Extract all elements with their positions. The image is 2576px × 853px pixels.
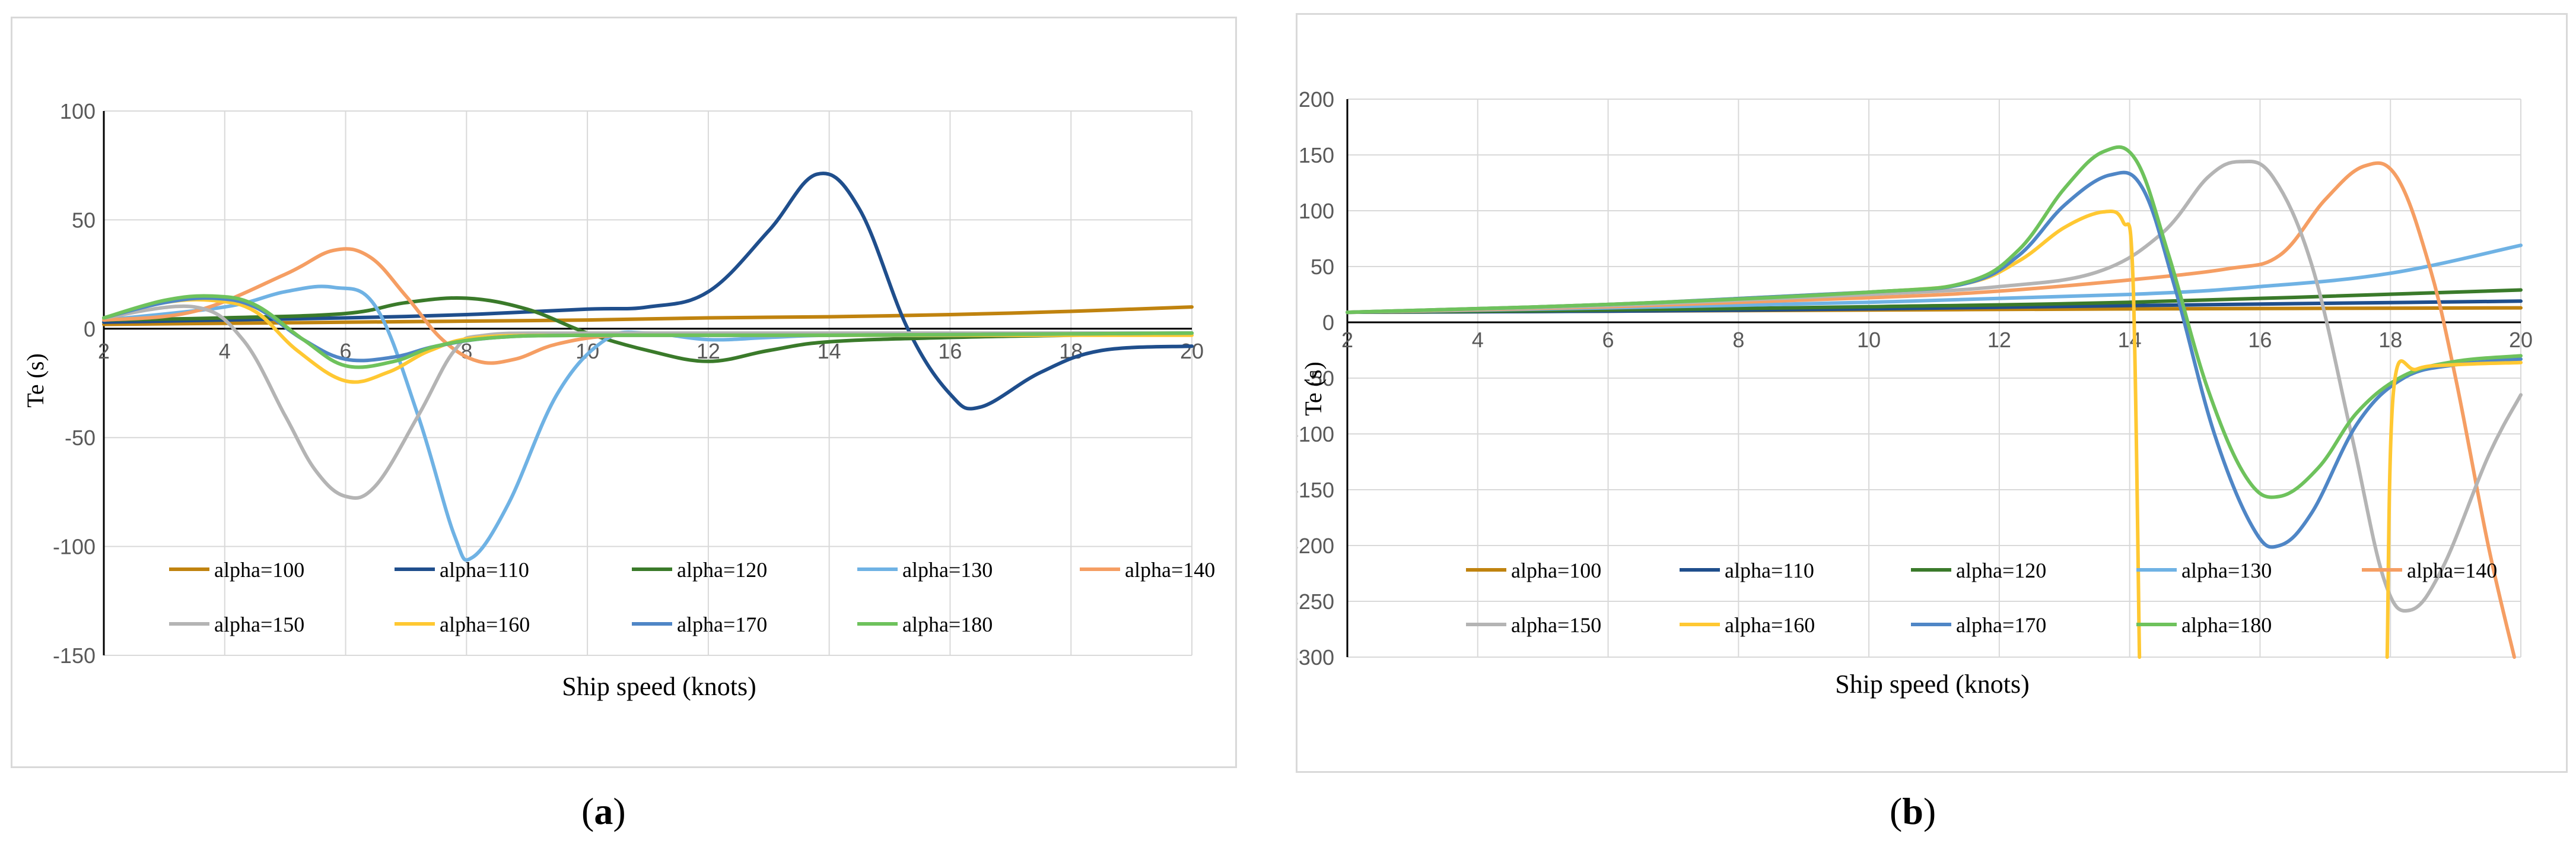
legend-item-alpha=140: alpha=140 <box>1080 558 1215 582</box>
y-tick-label: 50 <box>1311 255 1334 279</box>
y-tick-label: -150 <box>1297 478 1334 502</box>
legend-item-alpha=130: alpha=130 <box>857 558 993 582</box>
y-tick-label: 200 <box>1299 87 1334 112</box>
series-line-alpha=150 <box>102 304 1194 500</box>
series-line-alpha=110 <box>102 172 1194 411</box>
chart-panel-a: 100 50 0 -50 -100 -150 2 4 6 8 10 12 14 16 18 20 Te (s) S… <box>11 17 1237 768</box>
x-axis-title: Ship speed (knots) <box>1835 670 2030 699</box>
y-tick-label: -150 <box>53 643 96 668</box>
legend-item-alpha=110: alpha=110 <box>395 558 529 582</box>
x-tick-label: 2 <box>98 339 110 363</box>
x-tick-label: 20 <box>1180 339 1204 363</box>
series-line-alpha=170 <box>1346 170 2523 549</box>
series-line-alpha=160-tail <box>2385 359 2523 659</box>
x-tick-label: 12 <box>1987 328 2011 352</box>
series-line-alpha=180 <box>102 294 1194 369</box>
x-tick-label: 10 <box>1857 328 1881 352</box>
chart-panel-b: 200 150 100 50 0 -50 -100 -150 -200 -250 -300 2 4 6 8 1… <box>1296 13 2568 773</box>
chart-b-content: 200 150 100 50 0 -50 -100 -150 -200 -250 -300 2 4 6 8 1… <box>1297 87 2533 699</box>
legend-label: alpha=100 <box>1511 559 1601 582</box>
y-tick-label: -100 <box>1297 422 1334 446</box>
legend-item-alpha=150: alpha=150 <box>169 613 304 636</box>
legend-label: alpha=130 <box>902 558 993 582</box>
legend-label: alpha=120 <box>677 558 767 582</box>
y-tick-label: -100 <box>53 535 96 559</box>
legend-label: alpha=170 <box>1956 613 2046 637</box>
y-tick-label: -250 <box>1297 589 1334 614</box>
y-tick-label: 0 <box>1322 310 1334 335</box>
x-tick-label: 10 <box>575 339 599 363</box>
x-tick-label: 18 <box>2378 328 2402 352</box>
legend-item-alpha=180: alpha=180 <box>857 613 993 636</box>
legend-label: alpha=150 <box>1511 613 1601 637</box>
subfigure-label-a: (a) <box>581 790 626 832</box>
legend-label: alpha=160 <box>1725 613 1815 637</box>
y-tick-label: 150 <box>1299 143 1334 167</box>
x-tick-label: 4 <box>1472 328 1484 352</box>
legend-item-alpha=160: alpha=160 <box>395 613 530 636</box>
y-tick-label: 100 <box>60 99 96 123</box>
legend-label: alpha=170 <box>677 613 767 636</box>
x-axis-title: Ship speed (knots) <box>562 672 756 701</box>
legend-item-alpha=160: alpha=160 <box>1680 613 1815 637</box>
x-tick-label: 6 <box>1602 328 1614 352</box>
series-line-alpha=130 <box>102 284 1194 562</box>
legend-label: alpha=120 <box>1956 559 2046 582</box>
legend-label: alpha=110 <box>440 558 529 582</box>
legend-item-alpha=180: alpha=180 <box>2136 613 2272 637</box>
y-tick-label: -50 <box>65 426 96 450</box>
x-tick-label: 12 <box>697 339 720 363</box>
x-tick-label: 2 <box>1341 328 1353 352</box>
y-tick-label: -200 <box>1297 534 1334 558</box>
x-tick-label: 14 <box>2118 328 2142 352</box>
legend-item-alpha=100: alpha=100 <box>1466 559 1601 582</box>
legend-label: alpha=140 <box>1125 558 1215 582</box>
subfigure-label-b: (b) <box>1890 790 1936 832</box>
y-axis-title: Te (s) <box>22 353 49 408</box>
legend-label: alpha=140 <box>2407 559 2497 582</box>
series-line-alpha=120 <box>102 296 1194 363</box>
y-tick-label: 100 <box>1299 199 1334 223</box>
chart-b: 200 150 100 50 0 -50 -100 -150 -200 -250 -300 2 4 6 8 1… <box>1297 87 2533 699</box>
legend-item-alpha=170: alpha=170 <box>1911 613 2046 637</box>
y-tick-label: 50 <box>72 208 96 232</box>
y-tick-label: 0 <box>84 317 96 341</box>
legend-item-alpha=120: alpha=120 <box>632 558 767 582</box>
series-line-alpha=140 <box>1346 161 2516 659</box>
x-tick-label: 8 <box>1732 328 1744 352</box>
legend-item-alpha=150: alpha=150 <box>1466 613 1601 637</box>
y-tick-label: -50 <box>1303 366 1334 391</box>
legend-label: alpha=180 <box>902 613 993 636</box>
x-tick-label: 16 <box>2248 328 2272 352</box>
legend-label: alpha=110 <box>1725 559 1814 582</box>
y-tick-label: -300 <box>1297 645 1334 670</box>
series-line-alpha=180 <box>1346 145 2523 499</box>
legend-item-alpha=140: alpha=140 <box>2362 559 2497 582</box>
legend-label: alpha=150 <box>214 613 304 636</box>
series-line-alpha=100 <box>102 305 1194 326</box>
legend-label: alpha=130 <box>2181 559 2272 582</box>
legend-item-alpha=100: alpha=100 <box>169 558 304 582</box>
y-axis-title: Te (s) <box>1300 362 1327 416</box>
legend-item-alpha=110: alpha=110 <box>1680 559 1814 582</box>
x-tick-label: 20 <box>2509 328 2533 352</box>
legend-label: alpha=100 <box>214 558 304 582</box>
legend-label: alpha=180 <box>2181 613 2272 637</box>
legend-item-alpha=170: alpha=170 <box>632 613 767 636</box>
legend-item-alpha=120: alpha=120 <box>1911 559 2046 582</box>
x-tick-label: 4 <box>219 339 231 363</box>
x-tick-label: 16 <box>938 339 962 363</box>
legend-label: alpha=160 <box>440 613 530 636</box>
legend-item-alpha=130: alpha=130 <box>2136 559 2272 582</box>
series-line-alpha=150 <box>1346 159 2523 613</box>
